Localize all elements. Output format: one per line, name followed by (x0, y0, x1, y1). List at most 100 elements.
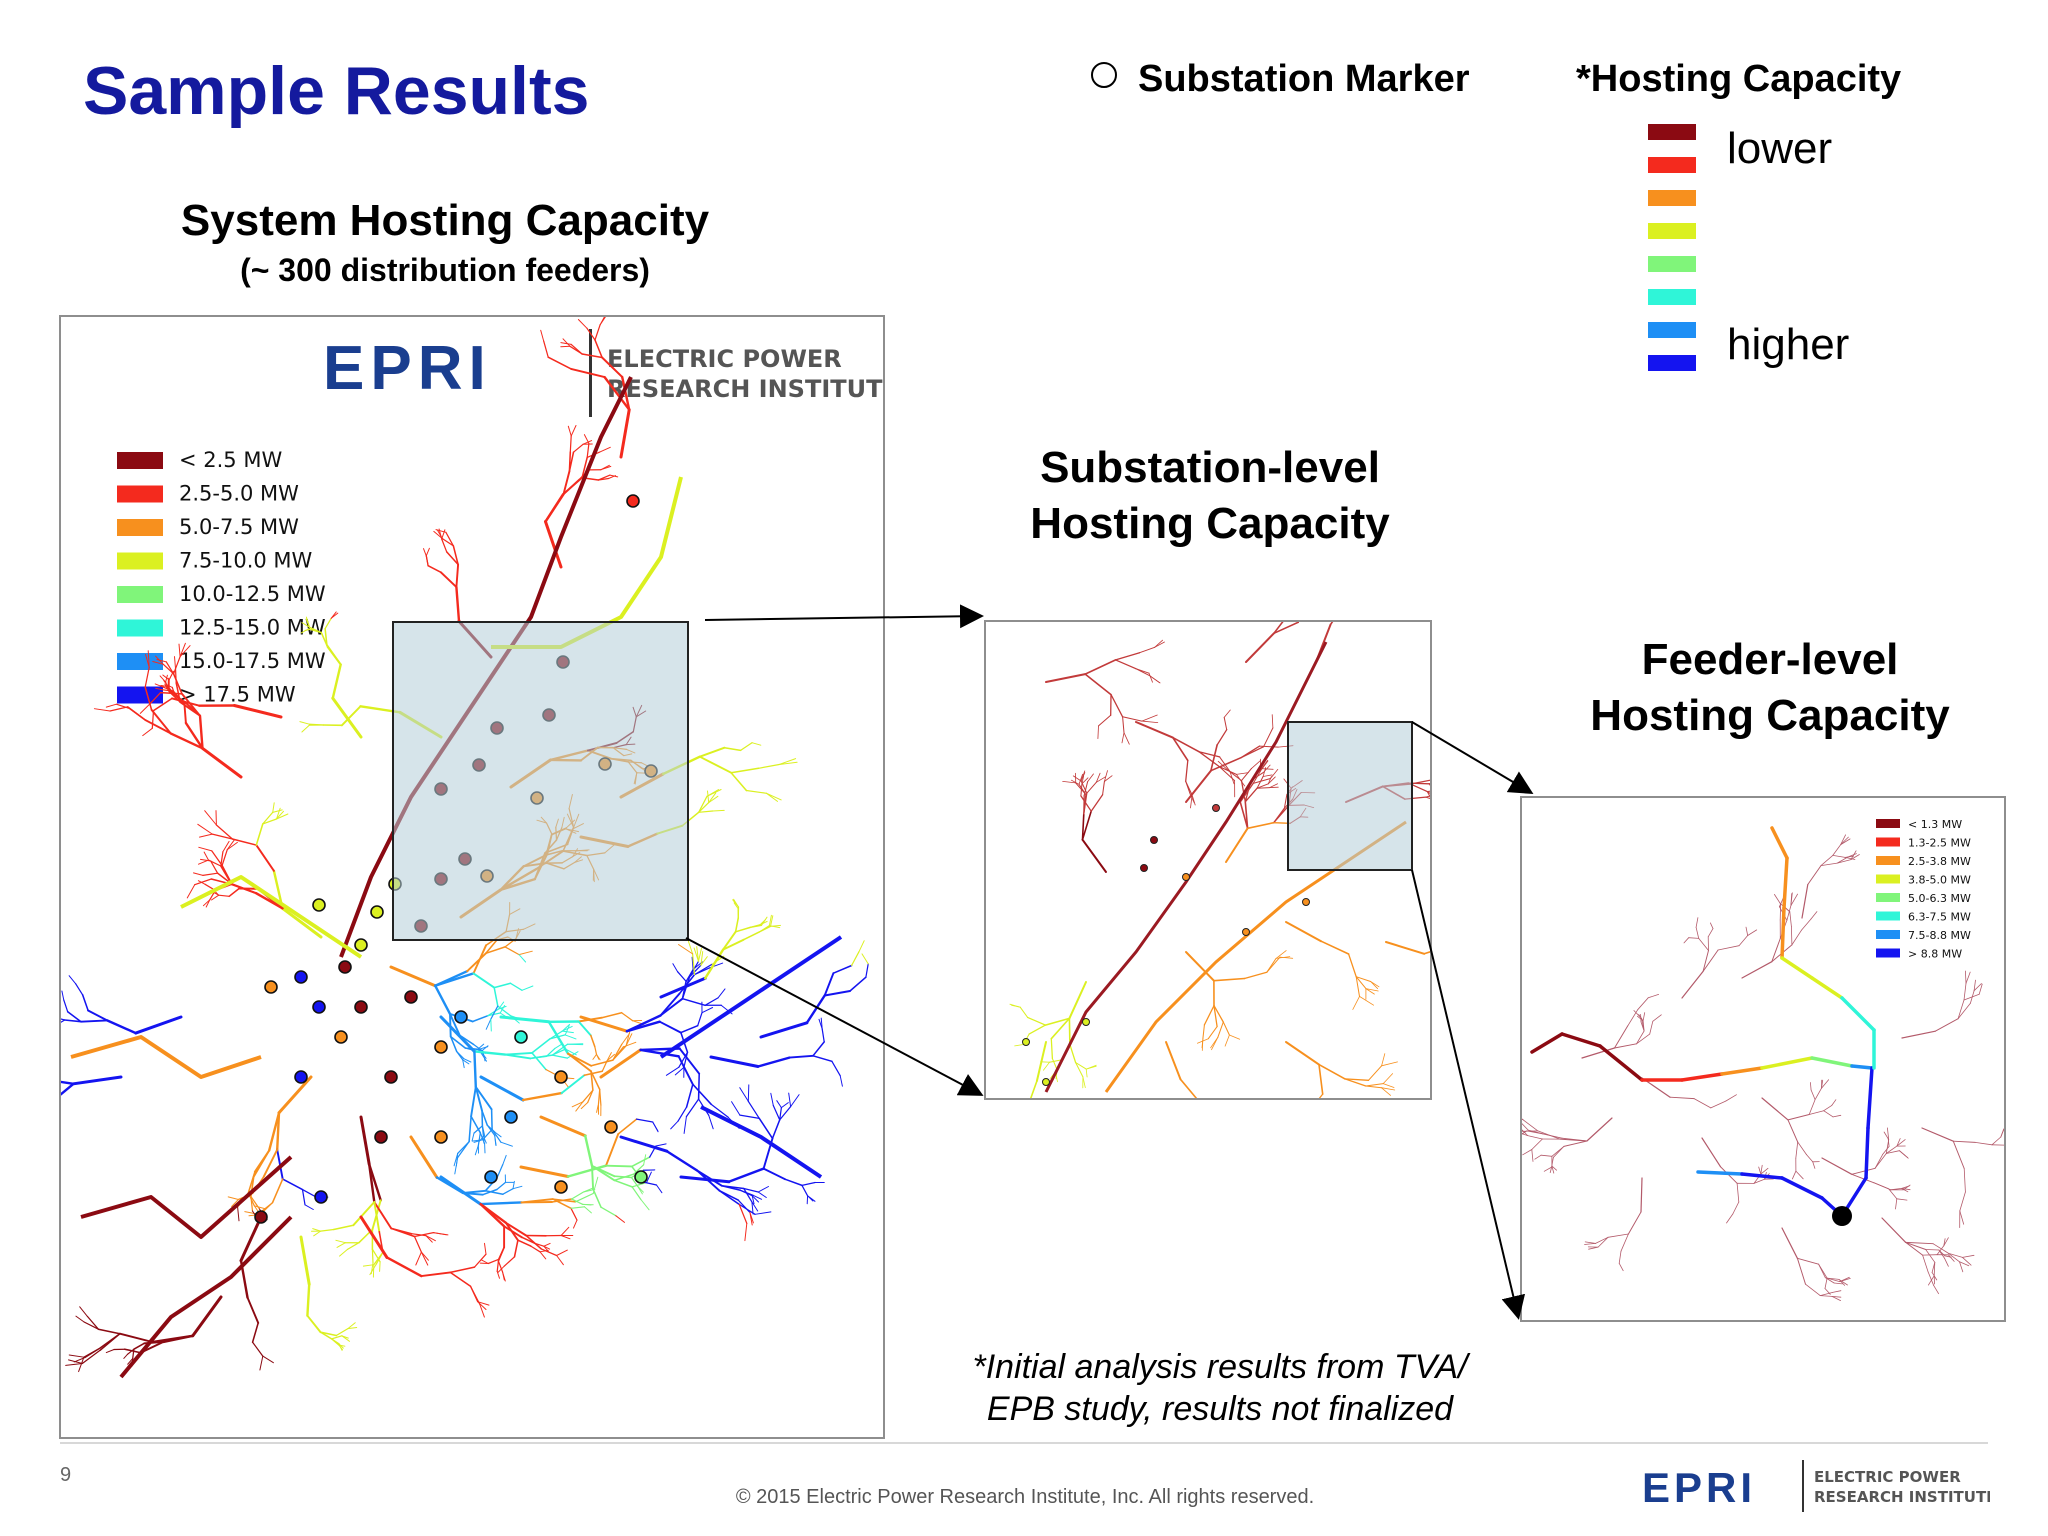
feeder-map-panel: < 1.3 MW 1.3-2.5 MW 2.5-3.8 MW 3.8-5.0 MW 5.… (1520, 796, 2006, 1322)
legend-lower-label: lower (1727, 124, 1833, 173)
substation-marker (484, 1170, 498, 1184)
hosting-capacity-swatch-4 (1648, 223, 1696, 239)
feeder-legend-label: < 1.3 MW (1908, 818, 1962, 831)
footnote: *Initial analysis results from TVA/ EPB … (940, 1346, 1500, 1430)
substation-title-line2: Hosting Capacity (1030, 499, 1390, 548)
system-legend-label: 7.5-10.0 MW (179, 549, 313, 573)
epri-logo-line1: ELECTRIC POWER (607, 345, 842, 373)
system-legend-label: 10.0-12.5 MW (179, 582, 326, 606)
substation-marker (404, 990, 418, 1004)
system-legend-swatch (117, 619, 163, 637)
system-panel-subtitle: (~ 300 distribution feeders) (240, 252, 650, 288)
substation-marker (604, 1120, 618, 1134)
substation-marker (264, 980, 278, 994)
arrow-bottom-substation (685, 937, 984, 1096)
system-panel-title: System Hosting Capacity (180, 196, 710, 245)
substation-marker (294, 970, 308, 984)
hosting-capacity-swatch-7 (1648, 322, 1696, 338)
substation-marker (314, 1190, 328, 1204)
system-legend-label: > 17.5 MW (179, 683, 296, 707)
feeder-legend-label: 5.0-6.3 MW (1908, 892, 1971, 905)
system-legend-swatch (117, 552, 163, 570)
system-legend-label: 12.5-15.0 MW (179, 616, 326, 640)
hosting-capacity-swatch-3 (1648, 190, 1696, 206)
substation-marker (514, 1030, 528, 1044)
substation-marker (504, 1110, 518, 1124)
system-map-panel: EPRI ELECTRIC POWER RESEARCH INSTITUTE <… (59, 315, 885, 1439)
feeder-legend-swatch (1876, 856, 1900, 865)
substation-marker (1150, 836, 1158, 844)
substation-marker (334, 1030, 348, 1044)
hosting-capacity-swatch-8 (1648, 355, 1696, 371)
feeder-legend-label: 3.8-5.0 MW (1908, 874, 1971, 887)
system-legend-swatch (117, 519, 163, 536)
substation-marker (254, 1210, 268, 1224)
system-map-legend: < 2.5 MW 2.5-5.0 MW 5.0-7.5 MW 7.5-10.0 MW 1… (117, 448, 326, 707)
feeder-legend-label: 6.3-7.5 MW (1908, 911, 1971, 924)
hosting-capacity-swatch-5 (1648, 256, 1696, 272)
substation-marker (354, 938, 368, 952)
substation-marker (1302, 898, 1310, 906)
substation-marker (626, 494, 640, 508)
arrow-bottom-feeder (1411, 869, 1526, 1320)
epri-logo-line2: RESEARCH INSTITUTE (607, 375, 883, 403)
substation-marker (374, 1130, 388, 1144)
footer-logo-line1: ELECTRIC POWER (1814, 1468, 1961, 1486)
zoom-box-substation (392, 621, 689, 941)
system-legend-swatch (117, 686, 163, 704)
substation-marker (1212, 804, 1220, 812)
substation-marker-icon (1091, 62, 1117, 88)
footnote-line2: EPB study, results not finalized (986, 1390, 1454, 1428)
system-legend-label: 5.0-7.5 MW (179, 515, 299, 539)
substation-marker (354, 1000, 368, 1014)
substation-marker (454, 1010, 468, 1024)
substation-marker (384, 1070, 398, 1084)
feeder-substation-marker (1832, 1206, 1852, 1226)
feeder-legend-swatch (1876, 948, 1900, 958)
system-legend-swatch (117, 452, 163, 469)
system-map: EPRI ELECTRIC POWER RESEARCH INSTITUTE <… (61, 317, 883, 1379)
substation-marker (312, 898, 326, 912)
system-legend-swatch (117, 653, 163, 670)
slide-title: Sample Results (83, 53, 590, 129)
feeder-legend-swatch (1876, 819, 1900, 828)
feeder-legend-swatch (1876, 911, 1900, 921)
substation-map (1009, 622, 1430, 1098)
substation-marker (1022, 1038, 1030, 1046)
epri-logo-text: EPRI (323, 334, 492, 403)
footer-divider (60, 1442, 1988, 1444)
page-number: 9 (60, 1464, 72, 1486)
substation-marker (634, 1170, 648, 1184)
substation-marker (434, 1130, 448, 1144)
footer-logo-text: EPRI (1642, 1464, 1756, 1511)
substation-marker (338, 960, 352, 974)
feeder-title-line2: Hosting Capacity (1590, 691, 1950, 740)
footer-logo-line2: RESEARCH INSTITUTE (1814, 1488, 1990, 1506)
copyright-text: © 2015 Electric Power Research Institute… (735, 1486, 1315, 1508)
footnote-line1: *Initial analysis results from TVA/ (972, 1348, 1468, 1386)
system-legend-label: 2.5-5.0 MW (179, 482, 299, 506)
substation-marker (1140, 864, 1148, 872)
system-legend-label: < 2.5 MW (179, 448, 282, 472)
hosting-capacity-swatch-2 (1648, 157, 1696, 173)
feeder-legend-label: 2.5-3.8 MW (1908, 855, 1971, 868)
feeder-legend-label: > 8.8 MW (1908, 948, 1962, 961)
feeder-legend-swatch (1876, 893, 1900, 902)
substation-marker (434, 1040, 448, 1054)
feeder-legend-label: 7.5-8.8 MW (1908, 929, 1971, 942)
substation-marker (554, 1180, 568, 1194)
substation-marker-label: Substation Marker (1138, 58, 1470, 100)
hosting-capacity-swatch-1 (1648, 124, 1696, 140)
system-legend-label: 15.0-17.5 MW (179, 649, 326, 673)
feeder-legend-swatch (1876, 837, 1900, 847)
substation-marker (370, 905, 384, 919)
feeder-panel-title: Feeder-level Hosting Capacity (1560, 632, 1980, 744)
zoom-box-feeder (1287, 721, 1413, 871)
substation-marker (1042, 1078, 1050, 1086)
substation-title-line1: Substation-level (1040, 443, 1380, 492)
arrow-top-feeder (1411, 721, 1534, 795)
substation-marker (312, 1000, 326, 1014)
substation-marker (1082, 1018, 1090, 1026)
epri-logo: EPRI ELECTRIC POWER RESEARCH INSTITUTE (323, 329, 883, 417)
